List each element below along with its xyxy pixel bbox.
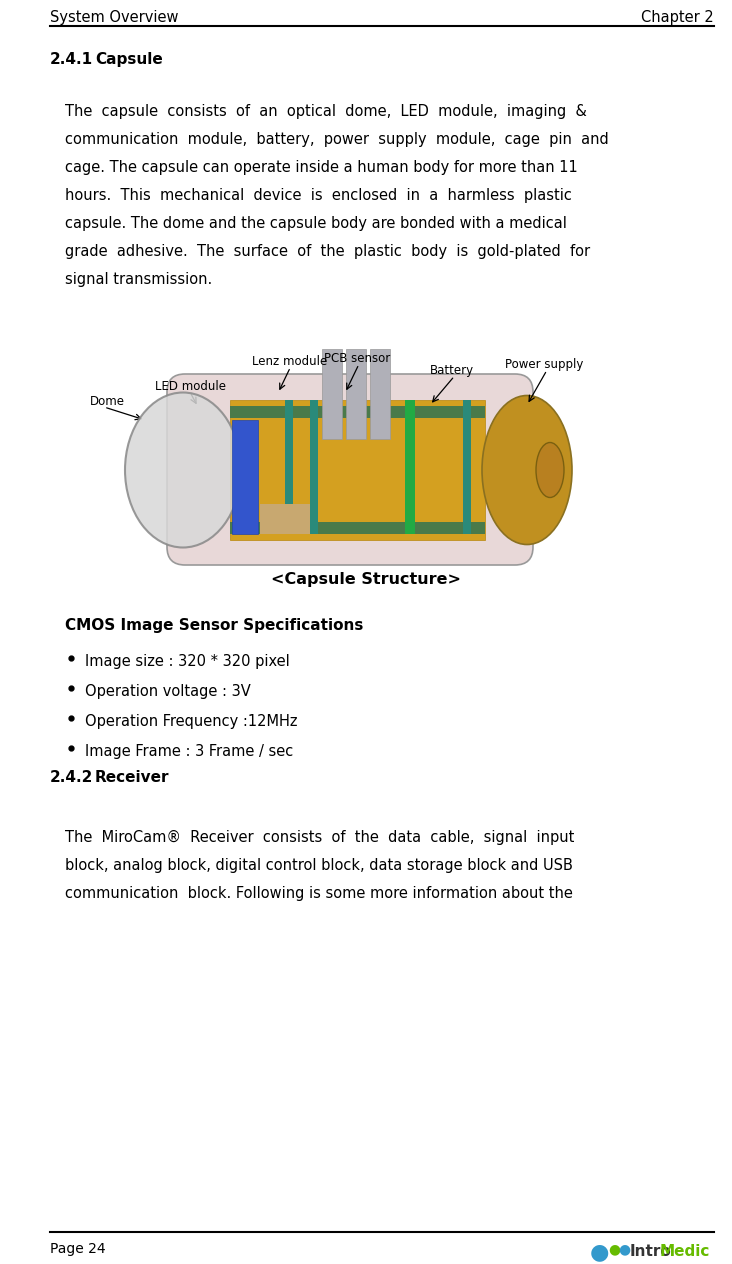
Text: Power supply: Power supply	[505, 358, 583, 372]
Text: Receiver: Receiver	[95, 770, 170, 785]
Text: Capsule: Capsule	[95, 52, 163, 67]
Text: ●: ●	[618, 1243, 630, 1256]
Text: Medic: Medic	[660, 1244, 710, 1259]
Bar	[370, 349, 390, 439]
Bar	[230, 522, 485, 533]
Text: Operation voltage : 3V: Operation voltage : 3V	[85, 684, 251, 699]
Text: CMOS Image Sensor Specifications: CMOS Image Sensor Specifications	[65, 618, 363, 633]
Text: ●: ●	[590, 1243, 609, 1261]
Text: communication  module,  battery,  power  supply  module,  cage  pin  and: communication module, battery, power sup…	[65, 131, 609, 147]
Text: <Capsule Structure>: <Capsule Structure>	[271, 573, 461, 586]
Text: signal transmission.: signal transmission.	[65, 272, 212, 287]
Text: ●: ●	[608, 1243, 620, 1256]
Text: block, analog block, digital control block, data storage block and USB: block, analog block, digital control blo…	[65, 858, 573, 873]
Bar	[322, 349, 342, 439]
Bar	[310, 399, 318, 533]
Text: communication  block. Following is some more information about the: communication block. Following is some m…	[65, 886, 573, 901]
Text: Dome: Dome	[90, 394, 125, 408]
Text: Image Frame : 3 Frame / sec: Image Frame : 3 Frame / sec	[85, 744, 294, 758]
Text: LED module: LED module	[155, 380, 226, 393]
Text: capsule. The dome and the capsule body are bonded with a medical: capsule. The dome and the capsule body a…	[65, 216, 567, 231]
Text: Page 24: Page 24	[50, 1243, 105, 1256]
Text: Chapter 2: Chapter 2	[641, 10, 714, 25]
Bar	[230, 399, 485, 540]
Ellipse shape	[125, 393, 241, 547]
Bar	[285, 399, 293, 533]
Text: Intro: Intro	[630, 1244, 672, 1259]
Text: System Overview: System Overview	[50, 10, 179, 25]
Bar	[232, 420, 258, 533]
Text: 2.4.1: 2.4.1	[50, 52, 93, 67]
Bar	[346, 349, 366, 439]
Text: cage. The capsule can operate inside a human body for more than 11: cage. The capsule can operate inside a h…	[65, 161, 578, 174]
Ellipse shape	[482, 396, 572, 545]
Text: Operation Frequency :12MHz: Operation Frequency :12MHz	[85, 714, 297, 729]
Ellipse shape	[536, 442, 564, 498]
Text: 2.4.2: 2.4.2	[50, 770, 94, 785]
Bar	[260, 504, 310, 533]
Text: PCB sensor: PCB sensor	[324, 351, 390, 365]
FancyBboxPatch shape	[167, 374, 533, 565]
Text: The  capsule  consists  of  an  optical  dome,  LED  module,  imaging  &: The capsule consists of an optical dome,…	[65, 104, 587, 119]
Bar	[230, 406, 485, 418]
Text: The  MiroCam®  Receiver  consists  of  the  data  cable,  signal  input: The MiroCam® Receiver consists of the da…	[65, 830, 575, 846]
Text: grade  adhesive.  The  surface  of  the  plastic  body  is  gold-plated  for: grade adhesive. The surface of the plast…	[65, 244, 590, 259]
Bar	[405, 399, 415, 533]
Bar	[463, 399, 471, 533]
Text: Image size : 320 * 320 pixel: Image size : 320 * 320 pixel	[85, 653, 290, 669]
Text: Lenz module: Lenz module	[252, 355, 327, 368]
Text: Battery: Battery	[430, 364, 474, 377]
Text: hours.  This  mechanical  device  is  enclosed  in  a  harmless  plastic: hours. This mechanical device is enclose…	[65, 188, 572, 204]
